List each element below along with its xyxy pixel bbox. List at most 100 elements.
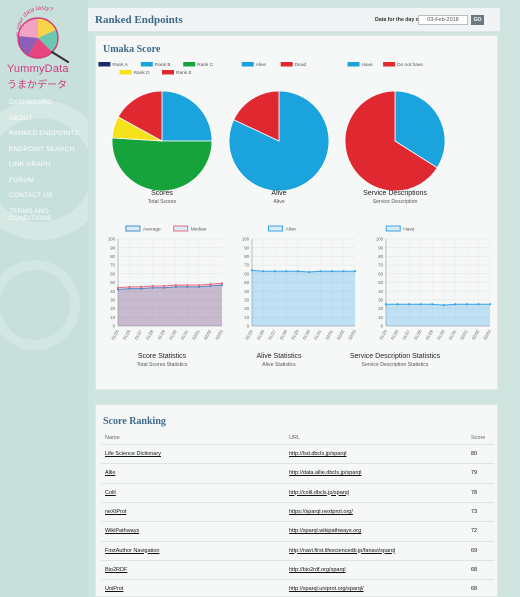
data-point <box>163 286 166 289</box>
endpoint-name-link[interactable]: Colil <box>105 489 116 496</box>
y-tick-label: 40 <box>244 289 249 294</box>
data-point <box>128 285 131 288</box>
data-point <box>396 303 399 306</box>
y-tick-label: 60 <box>110 271 115 276</box>
data-point <box>477 303 480 306</box>
y-tick-label: 0 <box>113 324 116 329</box>
data-point <box>465 303 468 306</box>
y-tick-label: 40 <box>110 289 115 294</box>
x-tick-label: 01/30 <box>302 328 312 340</box>
yummydata-logo[interactable]: Is your data tasty? <box>6 6 82 86</box>
sidebar-item-terms[interactable]: TERMS AND CONDITIONS <box>9 207 52 222</box>
endpoint-url-link[interactable]: http://bio2rdf.org/sparql <box>289 566 346 573</box>
data-point <box>308 270 311 274</box>
y-tick-label: 30 <box>378 298 383 303</box>
sidebar-item-about[interactable]: ABOUT <box>9 114 33 122</box>
x-tick-label: 01/31 <box>448 328 458 340</box>
legend-label: Rank C <box>197 62 214 68</box>
umaka-charts: Rank A Rank B Rank C Rank D Rank E Scores Tota… <box>98 62 492 368</box>
endpoint-url-link[interactable]: http://sparql.wikipathways.org <box>289 528 362 535</box>
endpoint-url-link[interactable]: http://lsd.dbcls.jp/sparql <box>289 451 347 457</box>
endpoint-name-link[interactable]: Life Science Dictionary <box>105 451 161 457</box>
pie-slice <box>117 90 163 142</box>
pie-title: Alive <box>271 190 286 197</box>
endpoint-score: 72 <box>471 528 478 535</box>
data-point <box>220 284 224 287</box>
legend-swatch <box>125 225 141 232</box>
series-line <box>117 284 223 290</box>
y-tick-label: 80 <box>110 254 115 259</box>
endpoint-url-link[interactable]: https://sparql.nextprot.org/ <box>289 508 353 515</box>
table-row: Colil http://colil.dbcls.jp/sparql 78 <box>101 482 494 503</box>
endpoint-name-link[interactable]: FirstAuthor Navigation <box>105 547 160 554</box>
y-tick-label: 70 <box>378 263 383 268</box>
endpoint-url-link[interactable]: http://navi.first.lifesciencedb.jp/fanav… <box>289 547 396 554</box>
pie-subtitle: Alive <box>273 199 284 205</box>
sidebar-item-contact-us[interactable]: CONTACT US <box>9 192 53 199</box>
y-tick-label: 80 <box>244 254 249 259</box>
endpoint-score: 78 <box>471 489 478 496</box>
legend-swatch <box>385 225 401 232</box>
legend-swatch <box>183 62 196 67</box>
x-tick-label: 02/01 <box>191 328 201 340</box>
pie-subtitle: Total Scores <box>148 199 177 205</box>
endpoint-url-link[interactable]: http://colil.dbcls.jp/sparql <box>289 489 349 496</box>
y-tick-label: 10 <box>110 315 115 320</box>
x-tick-label: 02/03 <box>482 328 492 340</box>
endpoint-name-link[interactable]: WikiPathways <box>105 528 140 535</box>
y-tick-label: 30 <box>110 298 115 303</box>
data-point <box>250 269 254 272</box>
data-point <box>151 286 154 289</box>
x-tick-label: 01/26 <box>122 328 132 340</box>
endpoint-score: 73 <box>471 508 478 515</box>
sidebar-item-forum[interactable]: FORUM <box>9 176 34 184</box>
endpoint-url-link[interactable]: http://sparql.uniprot.org/sparql/ <box>289 586 364 593</box>
x-tick-label: 02/02 <box>203 328 213 340</box>
sidebar-item-link-graph[interactable]: LINK GRAPH <box>9 161 51 168</box>
column-header-name: Name <box>105 435 120 441</box>
data-point <box>186 285 189 288</box>
data-point <box>174 285 177 288</box>
data-point <box>384 303 388 306</box>
y-tick-label: 10 <box>378 315 383 320</box>
endpoint-name-link[interactable]: neXtProt <box>105 508 127 515</box>
x-tick-label: 02/01 <box>459 328 469 340</box>
x-tick-label: 01/28 <box>413 328 423 340</box>
legend-label: Rank B <box>155 62 171 68</box>
data-point <box>140 287 143 290</box>
y-tick-label: 30 <box>244 298 249 303</box>
endpoint-name-link[interactable]: Allie <box>105 470 116 477</box>
legend-swatch <box>119 70 132 75</box>
legend-label: Average <box>143 227 161 233</box>
legend-swatch <box>98 62 111 67</box>
sidebar-item-dashboard[interactable]: DASHBOARD <box>9 99 52 106</box>
y-tick-label: 50 <box>378 280 383 285</box>
go-button[interactable]: GO <box>471 15 484 25</box>
data-point <box>197 285 200 288</box>
endpoint-name-link[interactable]: UniProt <box>105 586 124 593</box>
endpoint-name-link[interactable]: Bio2RDF <box>105 566 128 573</box>
endpoint-score: 68 <box>471 586 478 593</box>
legend-label: Alive <box>256 62 267 68</box>
series-area <box>118 285 222 326</box>
data-point <box>197 284 200 287</box>
ranking-table-header: Name URL Score <box>96 435 497 447</box>
sidebar-item-ranked-endpoints[interactable]: RANKED ENDPOINTS <box>9 130 80 137</box>
sidebar-nav: DASHBOARD ABOUT RANKED ENDPOINTS ENDPOIN… <box>9 99 88 223</box>
sidebar-item-endpoint-search[interactable]: ENDPOINT SEARCH <box>9 145 75 153</box>
endpoint-url-link[interactable]: http://data.allie.dbcls.jp/sparql <box>289 470 362 477</box>
line-chart-title: Score Statistics <box>138 353 187 360</box>
pie-slice <box>161 90 213 142</box>
table-row: FirstAuthor Navigation http://navi.first.… <box>101 540 494 561</box>
x-tick-label: 01/26 <box>256 328 266 340</box>
y-tick-label: 50 <box>244 280 249 285</box>
x-tick-label: 01/29 <box>290 328 300 340</box>
endpoint-score: 68 <box>471 566 478 573</box>
legend-label: Have <box>403 227 415 233</box>
legend-swatch <box>162 70 174 75</box>
series-line <box>251 269 355 273</box>
y-tick-label: 20 <box>244 306 249 311</box>
date-input[interactable]: 03-Feb-2018 <box>418 15 468 25</box>
x-tick-label: 02/03 <box>347 328 357 340</box>
data-point <box>116 288 120 291</box>
